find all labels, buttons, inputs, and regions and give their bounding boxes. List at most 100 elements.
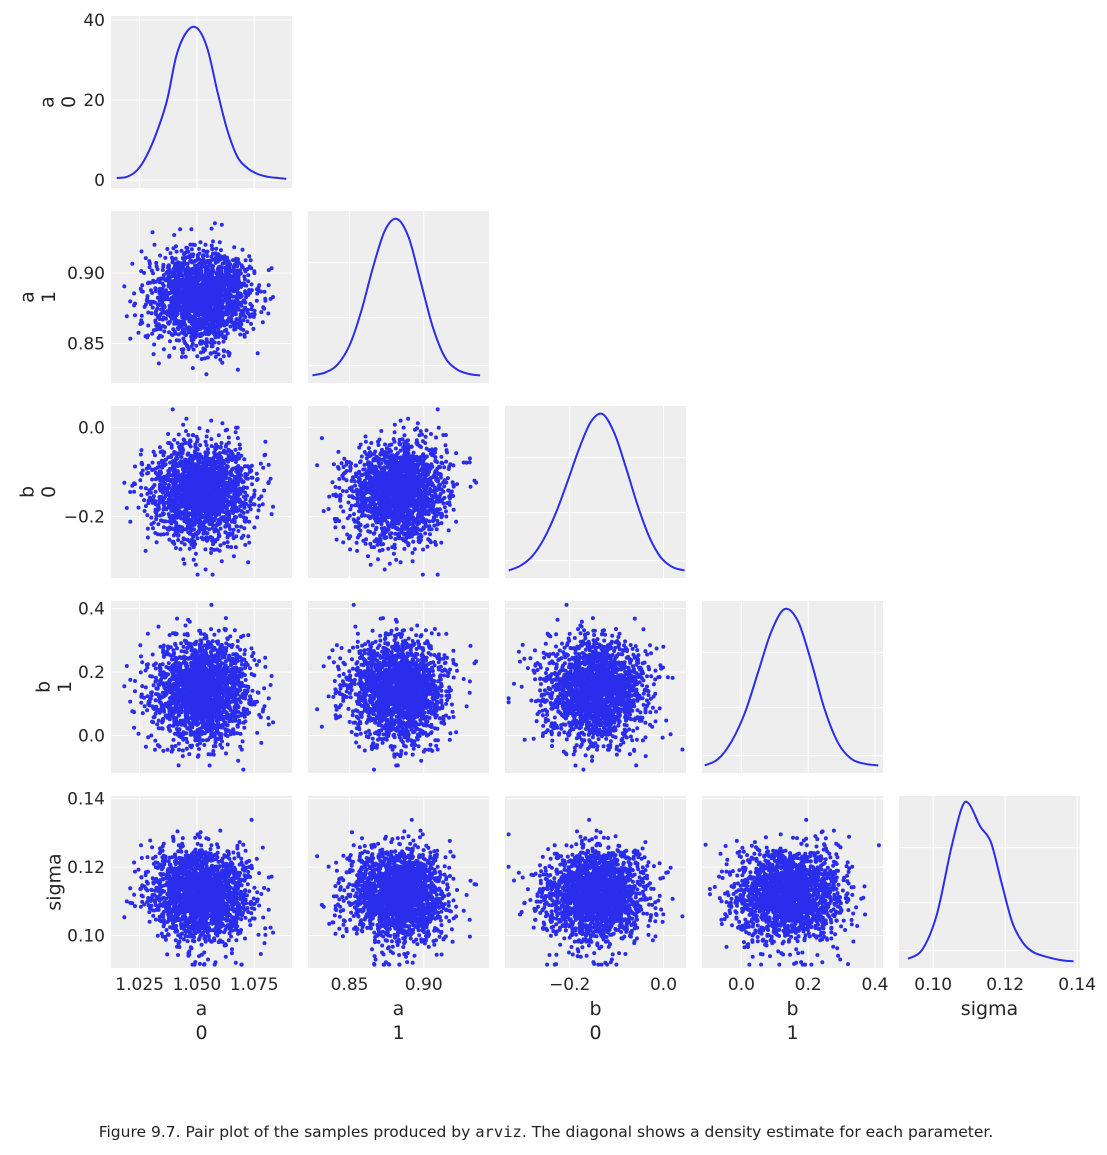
scatter-point bbox=[142, 509, 147, 513]
scatter-point bbox=[168, 467, 173, 472]
scatter-point bbox=[150, 290, 155, 295]
scatter-point bbox=[186, 511, 191, 516]
scatter-point bbox=[208, 292, 213, 297]
scatter-point bbox=[196, 293, 201, 298]
scatter-point bbox=[194, 343, 199, 348]
scatter-point bbox=[228, 455, 233, 460]
scatter-point bbox=[354, 540, 359, 545]
scatter-point bbox=[190, 266, 195, 271]
scatter-point bbox=[237, 456, 242, 461]
scatter-point bbox=[173, 512, 178, 516]
scatter-point bbox=[151, 494, 156, 499]
scatter-point bbox=[254, 298, 259, 303]
scatter-point bbox=[252, 488, 257, 493]
scatter-point bbox=[184, 292, 189, 297]
scatter-point bbox=[164, 288, 168, 293]
scatter-point bbox=[171, 327, 176, 332]
scatter-point bbox=[142, 498, 147, 503]
scatter-point bbox=[209, 318, 214, 323]
scatter-point bbox=[234, 524, 239, 529]
scatter-point bbox=[172, 233, 177, 237]
scatter-point bbox=[442, 484, 447, 489]
scatter-point bbox=[199, 535, 204, 540]
scatter-point bbox=[139, 485, 143, 490]
scatter-point bbox=[178, 298, 183, 303]
scatter-point bbox=[170, 493, 175, 498]
scatter-point bbox=[149, 490, 153, 495]
scatter-point bbox=[156, 503, 161, 508]
scatter-point bbox=[220, 304, 225, 309]
scatter-point bbox=[140, 283, 145, 288]
scatter-point bbox=[218, 282, 223, 287]
scatter-point bbox=[209, 344, 214, 349]
scatter-point bbox=[239, 294, 244, 299]
scatter-point bbox=[232, 287, 237, 292]
scatter-point bbox=[132, 481, 137, 486]
scatter-point bbox=[157, 286, 162, 291]
scatter-point bbox=[225, 486, 229, 491]
scatter-point bbox=[139, 448, 144, 453]
scatter-point bbox=[178, 463, 183, 468]
scatter-point bbox=[386, 546, 391, 551]
scatter-point bbox=[182, 519, 187, 523]
scatter-point bbox=[236, 529, 241, 533]
scatter-point bbox=[221, 354, 226, 359]
scatter-point bbox=[239, 303, 244, 308]
scatter-point bbox=[167, 353, 172, 358]
scatter-point bbox=[128, 299, 133, 304]
scatter-point bbox=[145, 491, 150, 496]
scatter-point bbox=[195, 437, 200, 442]
scatter-point bbox=[241, 312, 246, 317]
scatter-point bbox=[210, 572, 215, 577]
scatter-point bbox=[171, 246, 176, 251]
scatter-point bbox=[212, 452, 217, 457]
scatter-point bbox=[232, 262, 237, 267]
scatter-point bbox=[193, 288, 198, 293]
scatter-point bbox=[189, 227, 194, 232]
scatter-point bbox=[249, 307, 254, 312]
scatter-point bbox=[246, 273, 251, 278]
scatter-point bbox=[146, 323, 151, 328]
scatter-point bbox=[182, 268, 187, 272]
scatter-point bbox=[204, 443, 209, 448]
scatter-point bbox=[176, 451, 181, 456]
scatter-point bbox=[168, 251, 173, 256]
scatter-point bbox=[225, 544, 230, 549]
scatter-point bbox=[170, 260, 175, 265]
scatter-point bbox=[172, 469, 176, 474]
scatter-point bbox=[185, 261, 190, 266]
scatter-point bbox=[339, 461, 344, 466]
scatter-point bbox=[194, 497, 199, 502]
scatter-point bbox=[238, 474, 242, 479]
scatter-point bbox=[153, 489, 158, 494]
scatter-point bbox=[231, 527, 236, 532]
scatter-point bbox=[160, 465, 165, 470]
scatter-point bbox=[221, 473, 226, 478]
scatter-point bbox=[451, 507, 456, 512]
scatter-point bbox=[243, 258, 248, 263]
scatter-point bbox=[220, 300, 225, 305]
scatter-point bbox=[132, 303, 137, 308]
scatter-point bbox=[173, 318, 178, 323]
scatter-point bbox=[225, 427, 229, 432]
scatter-point bbox=[229, 467, 234, 472]
scatter-point bbox=[223, 320, 228, 325]
scatter-point bbox=[158, 450, 163, 454]
scatter-point bbox=[219, 248, 223, 253]
scatter-point bbox=[256, 508, 261, 513]
scatter-point bbox=[369, 441, 374, 445]
scatter-point bbox=[150, 500, 155, 505]
scatter-point bbox=[204, 473, 209, 478]
scatter-point bbox=[195, 519, 199, 524]
scatter-point bbox=[423, 434, 428, 439]
scatter-point bbox=[156, 461, 161, 465]
scatter-point bbox=[203, 547, 208, 552]
scatter-point bbox=[203, 242, 208, 247]
scatter-point bbox=[239, 478, 244, 482]
scatter-point bbox=[151, 526, 155, 531]
scatter-point bbox=[178, 282, 182, 286]
scatter-point bbox=[204, 451, 209, 456]
scatter-point bbox=[169, 312, 174, 317]
scatter-point bbox=[271, 295, 275, 299]
scatter-point bbox=[128, 490, 133, 494]
